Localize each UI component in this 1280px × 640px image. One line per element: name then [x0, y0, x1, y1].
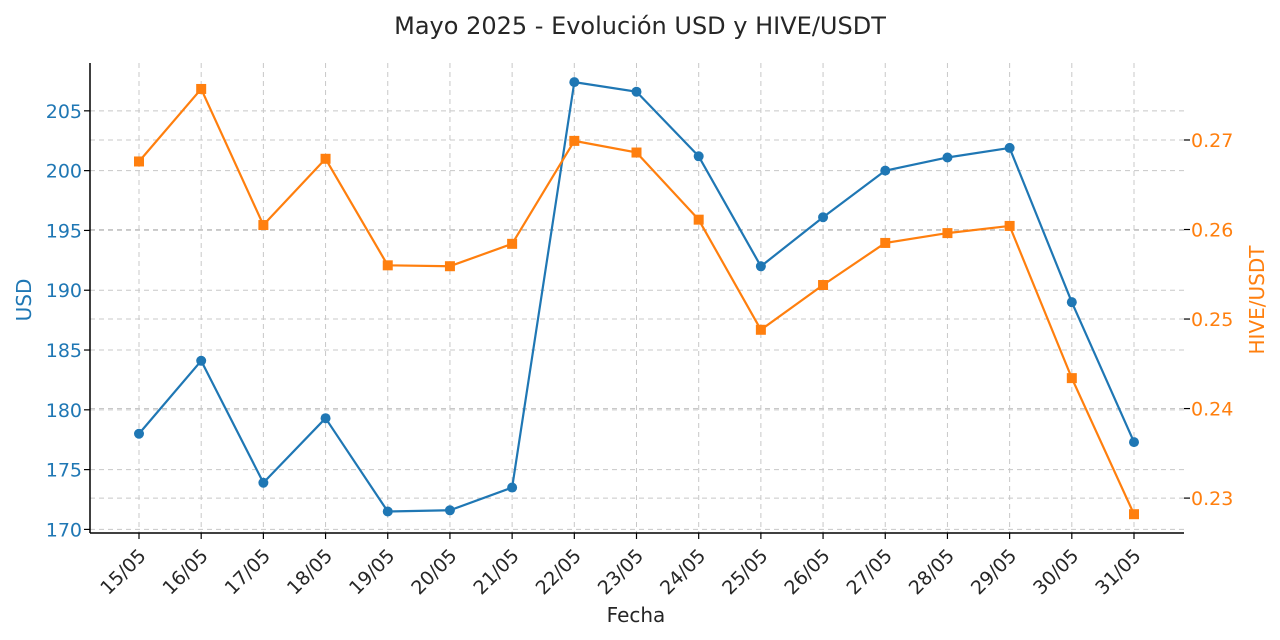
x-tick-label: 26/05 — [780, 545, 834, 599]
series-right-point — [196, 83, 207, 94]
x-tick-label: 23/05 — [594, 545, 648, 599]
y-right-tick-label: 0.27 — [1191, 130, 1233, 152]
x-tick-label: 20/05 — [407, 545, 461, 599]
x-tick-label: 19/05 — [345, 545, 399, 599]
y-right-tick-label: 0.25 — [1191, 309, 1233, 331]
y-left-tick-label: 185 — [46, 340, 82, 362]
series-right-point — [320, 153, 331, 164]
y-left-axis-title: USD — [12, 279, 36, 322]
series-left-point — [631, 86, 642, 97]
x-tick-label: 29/05 — [967, 545, 1021, 599]
series-left-point — [258, 477, 269, 488]
series-right-point — [507, 238, 518, 249]
series-left-point — [880, 165, 891, 176]
series-left-point — [818, 212, 829, 223]
x-axis-title: Fecha — [607, 603, 666, 627]
series-right-point — [755, 324, 766, 335]
series-left-point — [507, 482, 518, 493]
x-tick-label: 30/05 — [1029, 545, 1083, 599]
series-right-point — [444, 261, 455, 272]
y-left-tick-label: 190 — [46, 280, 82, 302]
series-right-point — [631, 147, 642, 158]
x-tick-label: 25/05 — [718, 545, 772, 599]
y-left-tick-label: 205 — [46, 101, 82, 123]
series-right-point — [569, 135, 580, 146]
y-right-tick-label: 0.24 — [1191, 399, 1233, 421]
series-right-point — [258, 220, 269, 231]
y-right-axis-title: HIVE/USDT — [1245, 245, 1269, 355]
series-left-point — [134, 428, 144, 439]
x-tick-label: 22/05 — [532, 545, 586, 599]
x-tick-label: 21/05 — [469, 545, 523, 599]
series-left-point — [1004, 142, 1015, 153]
x-tick-label: 17/05 — [221, 545, 275, 599]
chart-title: Mayo 2025 - Evolución USD y HIVE/USDT — [394, 12, 886, 40]
series-left-point — [1129, 437, 1139, 448]
series-right-point — [942, 228, 953, 239]
series-left-point — [444, 505, 455, 516]
x-tick-label: 16/05 — [158, 545, 212, 599]
y-left-tick-label: 175 — [46, 460, 82, 482]
series-left-point — [1066, 297, 1077, 308]
series-right-point — [818, 280, 829, 291]
series-right-point — [1004, 220, 1015, 231]
series-left-point — [382, 506, 393, 517]
series-left-point — [569, 77, 580, 88]
series-right-point — [382, 260, 393, 271]
y-right-tick-label: 0.23 — [1191, 488, 1233, 510]
x-tick-label: 31/05 — [1091, 545, 1145, 599]
y-left-tick-label: 170 — [46, 519, 82, 541]
x-tick-label: 15/05 — [96, 545, 150, 599]
x-tick-label: 27/05 — [843, 545, 897, 599]
series-right-point — [1129, 509, 1139, 520]
series-left-point — [942, 152, 953, 163]
series-left-point — [320, 413, 331, 424]
x-tick-label: 28/05 — [905, 545, 959, 599]
series-left-point — [693, 151, 704, 162]
series-layer — [134, 77, 1139, 520]
y-right-tick-label: 0.26 — [1191, 220, 1233, 242]
x-tick-label: 24/05 — [656, 545, 710, 599]
series-left-point — [755, 261, 766, 272]
series-right-point — [134, 156, 144, 167]
x-tick-label: 18/05 — [283, 545, 337, 599]
y-left-tick-label: 180 — [46, 400, 82, 422]
series-right-point — [1066, 373, 1077, 384]
series-right-point — [693, 214, 704, 225]
series-right-point — [880, 237, 891, 248]
axes: 15/05 16/05 17/05 18/05 19/05 20/05 21/05 22/05… — [46, 63, 1233, 599]
y-left-tick-label: 195 — [46, 220, 82, 242]
y-left-tick-label: 200 — [46, 161, 82, 183]
series-left-point — [196, 355, 207, 366]
